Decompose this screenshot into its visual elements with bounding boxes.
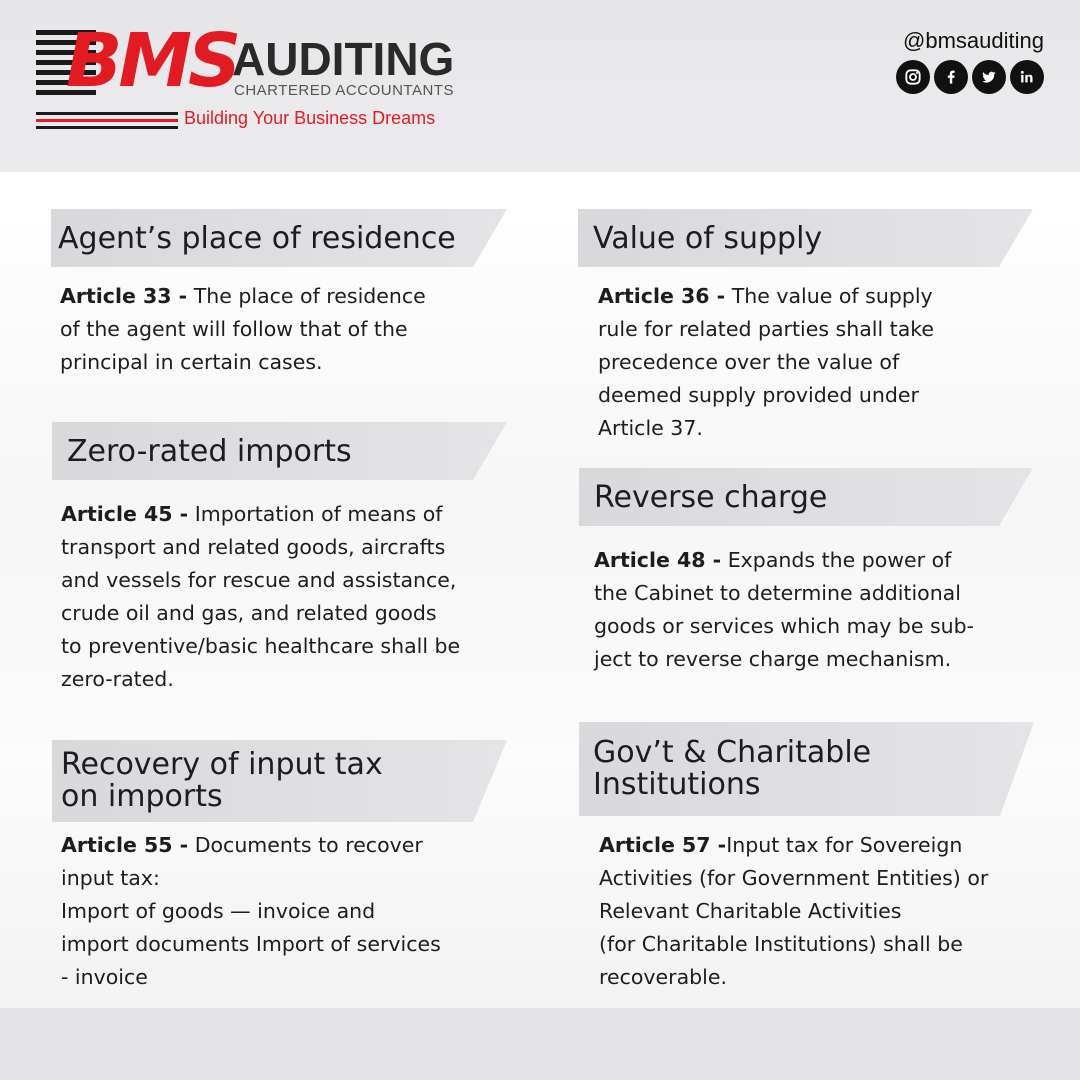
body-line: the Cabinet to determine additional	[594, 581, 961, 605]
body-line: The place of residence	[187, 284, 426, 308]
body-line: crude oil and gas, and related goods	[61, 601, 437, 625]
section-body: Article 45 - Importation of means of tra…	[61, 498, 460, 696]
facebook-icon[interactable]	[934, 60, 968, 94]
social-icons	[896, 60, 1044, 94]
body-line: of the agent will follow that of the	[60, 317, 408, 341]
body-line: Article 37.	[598, 416, 703, 440]
footer-band	[0, 1008, 1080, 1080]
body-line: Relevant Charitable Activities	[599, 899, 902, 923]
body-line: import documents Import of services	[61, 932, 441, 956]
section-title: Agent’s place of residence	[58, 221, 456, 256]
body-line: The value of supply	[725, 284, 933, 308]
section-title: Zero-rated imports	[67, 434, 352, 469]
body-line: zero-rated.	[61, 667, 174, 691]
article-ref: Article 57 -	[599, 833, 727, 857]
body-line: goods or services which may be sub-	[594, 614, 975, 638]
article-ref: Article 36 -	[598, 284, 726, 308]
article-ref: Article 55 -	[61, 833, 189, 857]
section-body: Article 48 - Expands the power of the Ca…	[594, 544, 974, 676]
body-line: rule for related parties shall take	[598, 317, 935, 341]
section-body: Article 57 -Input tax for Sovereign Acti…	[599, 829, 988, 994]
section-header-zero-rated	[52, 422, 507, 480]
body-line: and vessels for rescue and assistance,	[61, 568, 457, 592]
section-header-value-of-supply	[578, 209, 1033, 267]
section-header-govt-charitable	[579, 722, 1034, 816]
body-line: Documents to recover	[188, 833, 423, 857]
social-block: @bmsauditing	[896, 28, 1044, 94]
section-body: Article 55 - Documents to recover input …	[61, 829, 441, 994]
logo-mark-text: BMS	[66, 18, 241, 104]
brand-tagline: Building Your Business Dreams	[184, 108, 436, 128]
body-line: recoverable.	[599, 965, 727, 989]
body-line: ject to reverse charge mechanism.	[594, 647, 952, 671]
section-title-line: on imports	[61, 779, 223, 814]
body-line: Activities (for Government Entities) or	[599, 866, 989, 890]
section-title-line: Gov’t & Charitable	[593, 735, 872, 770]
content-panel	[0, 172, 1080, 1008]
body-line: deemed supply provided under	[598, 383, 919, 407]
section-header-recovery-input-tax	[52, 740, 507, 822]
section-title: Gov’t & Charitable Institutions	[593, 737, 871, 801]
body-line: Input tax for Sovereign	[726, 833, 963, 857]
body-line: Importation of means of	[188, 502, 443, 526]
social-handle: @bmsauditing	[903, 28, 1044, 53]
logo-lines	[36, 112, 178, 133]
section-title: Recovery of input tax on imports	[61, 749, 383, 813]
section-title-line: Institutions	[593, 767, 761, 802]
article-ref: Article 48 -	[594, 548, 722, 572]
body-line: Expands the power of	[721, 548, 952, 572]
twitter-icon[interactable]	[972, 60, 1006, 94]
body-line: Import of goods — invoice and	[61, 899, 376, 923]
article-ref: Article 33 -	[60, 284, 188, 308]
body-line: precedence over the value of	[598, 350, 900, 374]
brand-name: AUDITING	[232, 33, 455, 85]
section-header-agent-residence	[51, 209, 507, 267]
logo-mark: BMS	[66, 24, 241, 98]
logo-stripes	[36, 30, 96, 104]
body-line: (for Charitable Institutions) shall be	[599, 932, 963, 956]
brand-subtitle: CHARTERED ACCOUNTANTS	[234, 82, 454, 99]
section-title-line: Recovery of input tax	[61, 747, 383, 782]
article-ref: Article 45 -	[61, 502, 189, 526]
section-header-reverse-charge	[579, 468, 1033, 526]
brand-logo: BMS AUDITING CHARTERED ACCOUNTANTS Build…	[36, 24, 476, 140]
instagram-icon[interactable]	[896, 60, 930, 94]
section-title: Value of supply	[593, 221, 823, 256]
body-line: principal in certain cases.	[60, 350, 323, 374]
section-body: Article 36 - The value of supply rule fo…	[598, 280, 934, 445]
section-title: Reverse charge	[594, 480, 828, 515]
body-line: transport and related goods, aircrafts	[61, 535, 446, 559]
body-line: to preventive/basic healthcare shall be	[61, 634, 461, 658]
body-line: input tax:	[61, 866, 160, 890]
body-line: - invoice	[61, 965, 148, 989]
section-body: Article 33 - The place of residence of t…	[60, 280, 426, 379]
linkedin-icon[interactable]	[1010, 60, 1044, 94]
